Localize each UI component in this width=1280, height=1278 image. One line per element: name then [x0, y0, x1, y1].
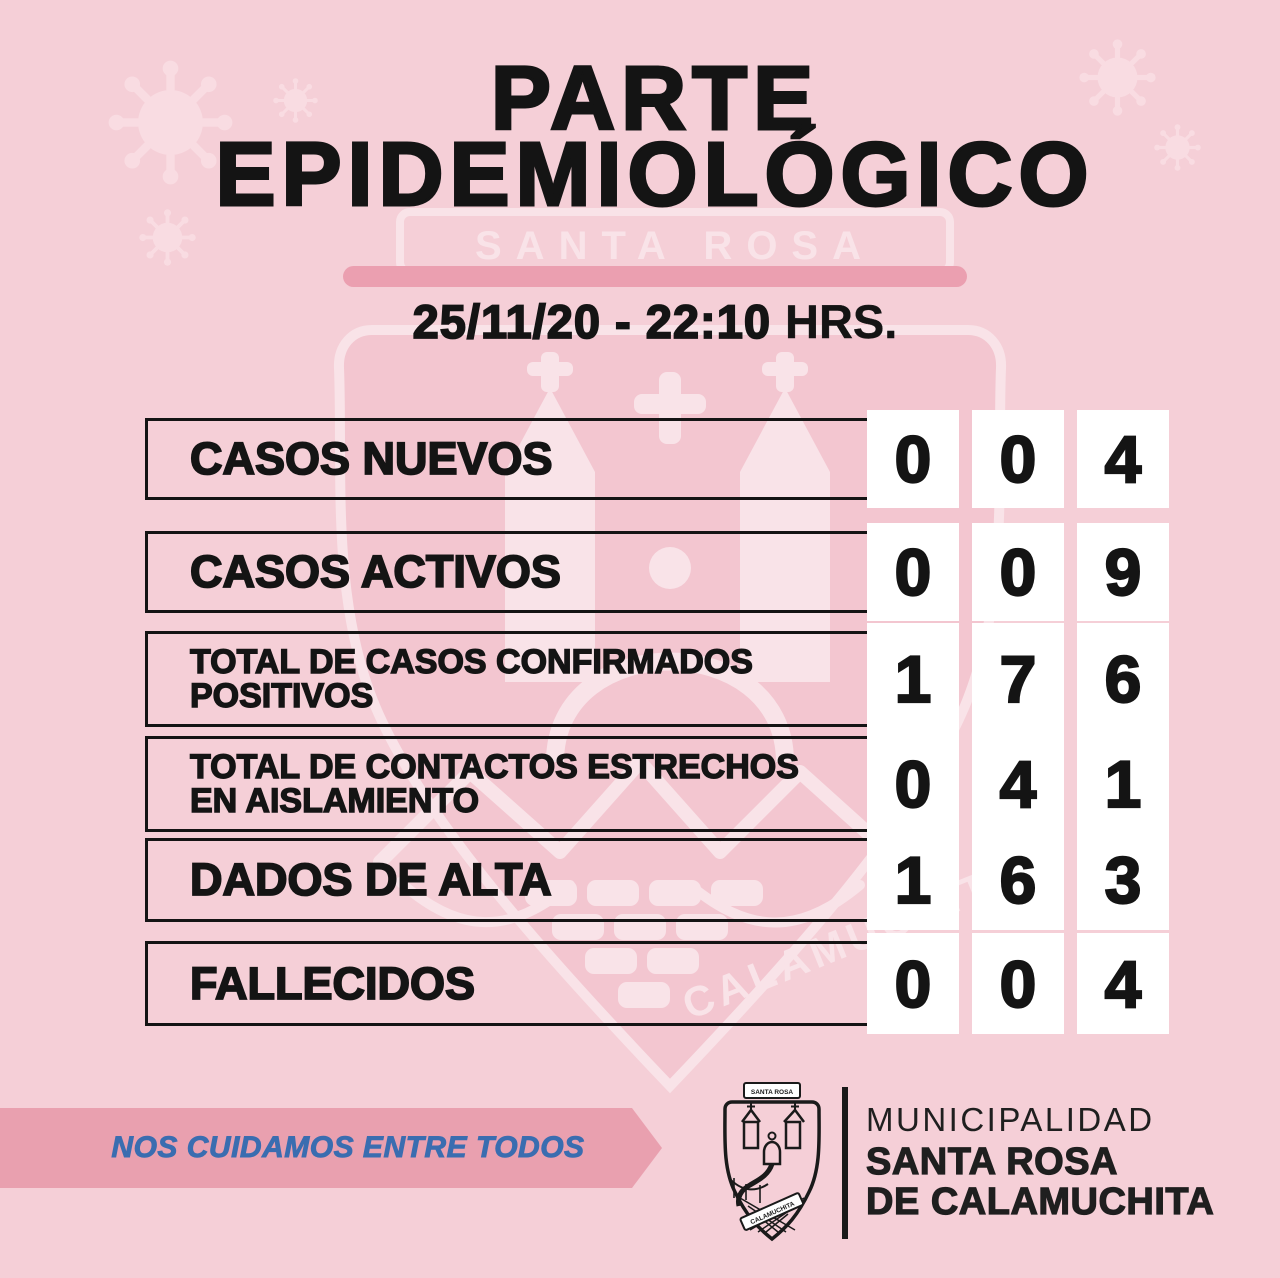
digit: 0: [894, 421, 933, 497]
stat-label-line: POSITIVOS: [189, 677, 374, 715]
digit-tile: 1: [1077, 728, 1169, 840]
report-date-time: 25/11/20 - 22:10: [412, 294, 771, 349]
digit: 7: [999, 641, 1038, 717]
slogan-text: NOS CUIDAMOS ENTRE TODOS: [111, 1131, 585, 1165]
stat-row-total-confirmados: TOTAL DE CASOS CONFIRMADOS POSITIVOS 1 7…: [145, 623, 1169, 735]
stat-label-line: FALLECIDOS: [189, 957, 476, 1010]
stat-label-line: DADOS DE ALTA: [189, 853, 552, 906]
digit: 0: [894, 945, 933, 1021]
digit: 4: [1104, 421, 1143, 497]
digit: 0: [999, 945, 1038, 1021]
stat-label: CASOS NUEVOS: [189, 432, 553, 485]
digit: 1: [894, 842, 933, 918]
digit-tile: 0: [867, 410, 959, 508]
digit: 3: [1104, 842, 1143, 918]
digit: 0: [894, 534, 933, 610]
stat-row-fallecidos: FALLECIDOS 0 0 4: [145, 933, 1169, 1034]
digit-tile: 6: [1077, 623, 1169, 735]
organization-name: MUNICIPALIDAD SANTA ROSA DE CALAMUCHITA: [865, 1098, 1215, 1223]
digit: 6: [999, 842, 1038, 918]
logo-divider: [842, 1087, 848, 1239]
slogan-banner: NOS CUIDAMOS ENTRE TODOS: [0, 1108, 662, 1188]
digit-tile: 1: [867, 623, 959, 735]
stat-label-line: TOTAL DE CASOS CONFIRMADOS: [189, 643, 753, 681]
stat-label-box: FALLECIDOS: [145, 941, 870, 1026]
title-line-1: PARTE: [489, 49, 820, 149]
digit: 0: [894, 746, 933, 822]
municipal-shield-emblem-icon: SANTA ROSA CALAMUCHITA: [723, 1082, 821, 1242]
digit: 4: [1104, 945, 1143, 1021]
org-line-de-calamuchita: DE CALAMUCHITA: [865, 1181, 1215, 1223]
stat-label-box: TOTAL DE CASOS CONFIRMADOS POSITIVOS: [145, 631, 870, 727]
digit-tile: 0: [972, 933, 1064, 1034]
digit-tile: 4: [972, 728, 1064, 840]
stat-row-casos-nuevos: CASOS NUEVOS 0 0 4: [145, 410, 1169, 508]
digit-tile: 4: [1077, 410, 1169, 508]
digit: 0: [999, 421, 1038, 497]
stat-row-dados-de-alta: DADOS DE ALTA 1 6 3: [145, 830, 1169, 930]
stat-label-box: TOTAL DE CONTACTOS ESTRECHOS EN AISLAMIE…: [145, 736, 870, 832]
digit-tile: 0: [972, 410, 1064, 508]
digit-tile: 4: [1077, 933, 1169, 1034]
stat-label: DADOS DE ALTA: [189, 853, 552, 906]
digit-tile: 0: [867, 933, 959, 1034]
stat-label: FALLECIDOS: [189, 957, 476, 1010]
stat-label-box: CASOS NUEVOS: [145, 418, 870, 500]
org-line-santa-rosa: SANTA ROSA: [865, 1141, 1118, 1183]
stat-row-contactos-estrechos: TOTAL DE CONTACTOS ESTRECHOS EN AISLAMIE…: [145, 728, 1169, 840]
stat-label-box: DADOS DE ALTA: [145, 838, 870, 922]
emblem-banner-text: SANTA ROSA: [751, 1089, 794, 1096]
digit: 1: [894, 641, 933, 717]
watermark-shield: SANTA ROSA: [334, 208, 1029, 1094]
org-line-municipalidad: MUNICIPALIDAD: [866, 1101, 1155, 1138]
digit-tile: 9: [1077, 523, 1169, 621]
stat-label: TOTAL DE CONTACTOS ESTRECHOS EN AISLAMIE…: [189, 748, 799, 820]
stat-label-line: CASOS ACTIVOS: [189, 545, 562, 598]
report-datetime: 25/11/20 - 22:10 HRS.: [30, 294, 1280, 349]
digit-tile: 7: [972, 623, 1064, 735]
digit-tile: 0: [867, 523, 959, 621]
digit: 9: [1104, 534, 1143, 610]
stat-label-line: TOTAL DE CONTACTOS ESTRECHOS: [189, 748, 799, 786]
stat-label-line: CASOS NUEVOS: [189, 432, 553, 485]
virus-icon: [139, 209, 196, 266]
digit: 0: [999, 534, 1038, 610]
digit-tile: 0: [972, 523, 1064, 621]
digit: 6: [1104, 641, 1143, 717]
stat-row-casos-activos: CASOS ACTIVOS 0 0 9: [145, 523, 1169, 621]
title-line-2: EPIDEMIOLÓGICO: [214, 124, 1095, 225]
title-underline-bar: [343, 266, 967, 287]
digit-tile: 3: [1077, 830, 1169, 930]
hours-suffix: HRS.: [785, 295, 898, 348]
digit: 4: [999, 746, 1038, 822]
digit-tile: 0: [867, 728, 959, 840]
stat-label: CASOS ACTIVOS: [189, 545, 562, 598]
stat-label-box: CASOS ACTIVOS: [145, 531, 870, 613]
digit-tile: 1: [867, 830, 959, 930]
digit-tile: 6: [972, 830, 1064, 930]
stat-label-line: EN AISLAMIENTO: [189, 782, 480, 820]
page-title: PARTE EPIDEMIOLÓGICO: [30, 49, 1280, 225]
header: PARTE EPIDEMIOLÓGICO 25/11/20 - 22:10 HR…: [30, 0, 1280, 349]
digit: 1: [1104, 746, 1143, 822]
stat-label: TOTAL DE CASOS CONFIRMADOS POSITIVOS: [189, 643, 753, 715]
watermark-plaque-text: SANTA ROSA: [475, 224, 875, 268]
